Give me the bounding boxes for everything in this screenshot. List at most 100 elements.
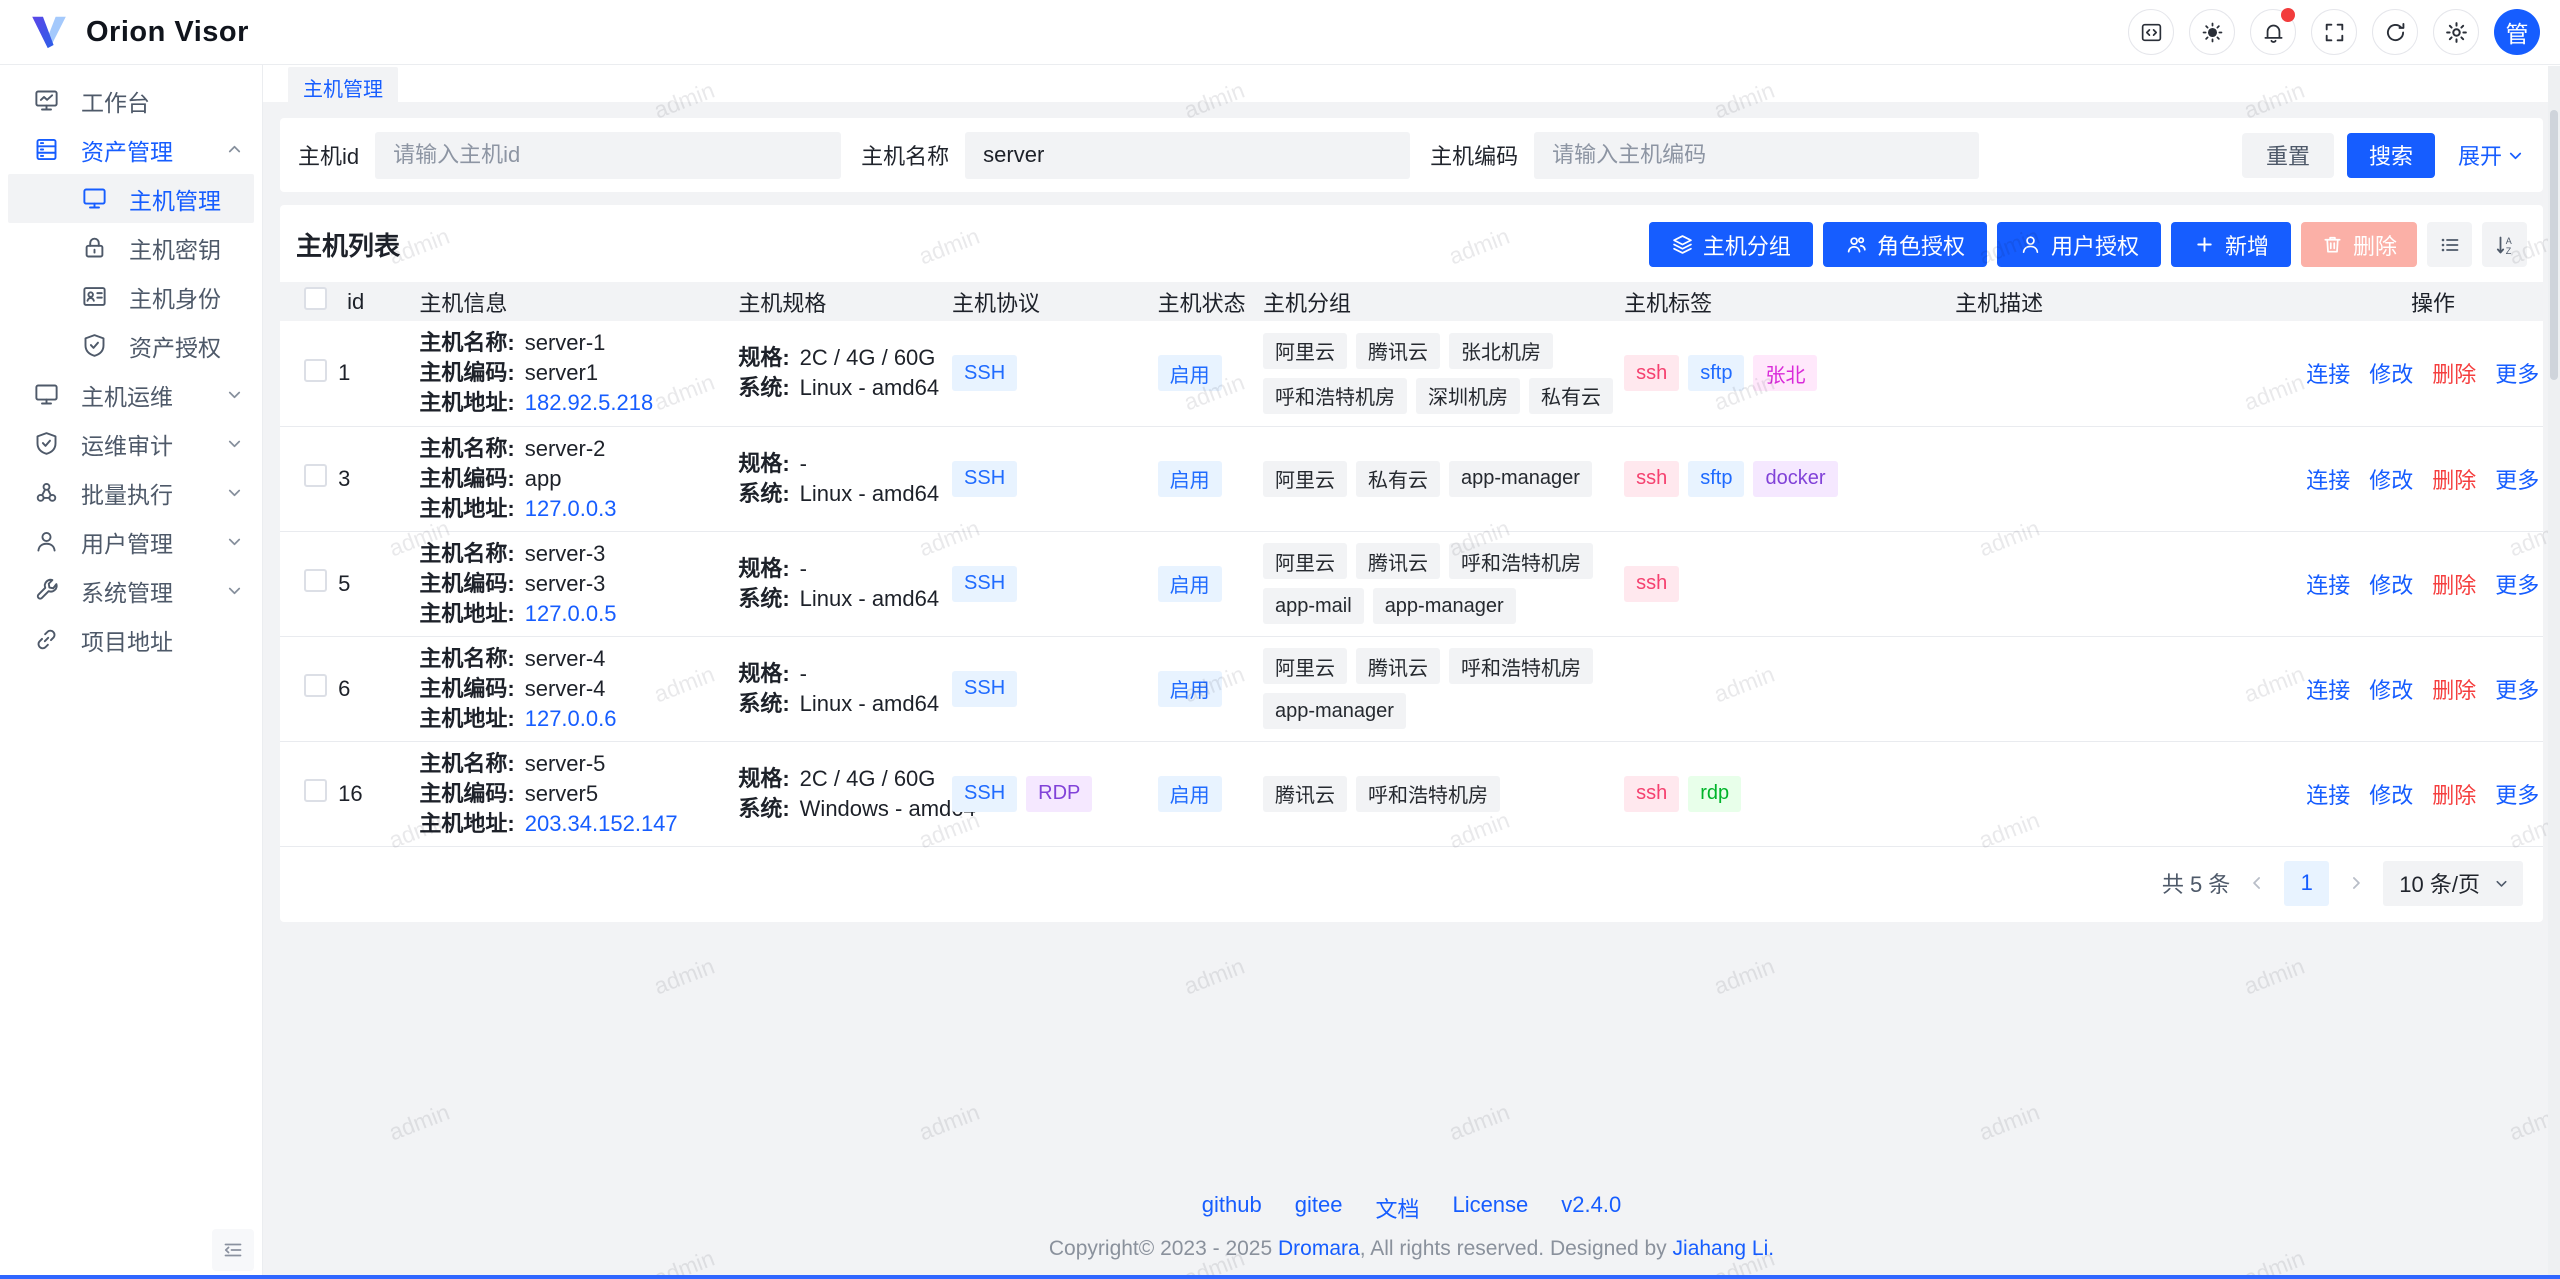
sidebar-item-batch-exec[interactable]: 批量执行: [8, 468, 254, 517]
cell-host-spec: 规格: - 系统: Linux - amd64: [721, 426, 953, 532]
sidebar-item-workbench[interactable]: 工作台: [8, 76, 254, 125]
fullscreen-button[interactable]: [2311, 9, 2357, 55]
row-checkbox[interactable]: [304, 358, 327, 382]
host-address-link[interactable]: 182.92.5.218: [524, 390, 654, 416]
host-id-input[interactable]: [375, 131, 842, 179]
host-name-input[interactable]: [965, 131, 1411, 179]
host-name-label: 主机名称:: [419, 540, 515, 566]
footer-link-docs[interactable]: 文档: [1375, 1197, 1420, 1222]
avatar[interactable]: 管: [2494, 9, 2540, 55]
column-header-description: 主机描述: [1955, 282, 2307, 321]
host-group-button[interactable]: 主机分组: [1648, 222, 1813, 267]
page-number[interactable]: 1: [2284, 860, 2330, 906]
user-grant-button[interactable]: 用户授权: [1996, 222, 2161, 267]
connect-action[interactable]: 连接: [2306, 677, 2351, 703]
asset-management-icon: [33, 136, 60, 163]
sidebar-item-host-ops[interactable]: 主机运维: [8, 370, 254, 419]
cell-groups: 阿里云 腾讯云 呼和浩特机房 app-mail app-manager: [1262, 531, 1625, 637]
add-button[interactable]: 新增: [2170, 222, 2291, 267]
delete-action[interactable]: 删除: [2432, 467, 2477, 493]
column-settings-button[interactable]: [2427, 222, 2472, 267]
footer-link-gitee[interactable]: gitee: [1294, 1192, 1343, 1217]
filter-host-name: 主机名称: [861, 131, 1411, 179]
edit-action[interactable]: 修改: [2369, 677, 2414, 703]
spec-label: 规格:: [738, 450, 790, 476]
add-label: 新增: [2224, 233, 2269, 259]
next-page-button[interactable]: [2346, 873, 2366, 893]
code-button[interactable]: [2128, 9, 2174, 55]
sidebar-item-host-identity[interactable]: 主机身份: [8, 272, 254, 321]
host-address-link[interactable]: 203.34.152.147: [524, 810, 678, 836]
footer-link-license[interactable]: License: [1452, 1192, 1529, 1217]
connect-action[interactable]: 连接: [2306, 467, 2351, 493]
cell-actions: 连接 修改 删除 更多: [2306, 426, 2543, 532]
delete-action[interactable]: 删除: [2432, 677, 2477, 703]
sidebar-item-project-url[interactable]: 项目地址: [8, 615, 254, 664]
sidebar-item-ops-audit[interactable]: 运维审计: [8, 419, 254, 468]
app-logo[interactable]: Orion Visor: [28, 13, 249, 51]
row-checkbox[interactable]: [304, 779, 327, 802]
more-action[interactable]: 更多: [2495, 782, 2540, 808]
notifications-button[interactable]: [2250, 8, 2296, 55]
notifications-bell-icon: [2261, 20, 2286, 45]
host-code-input[interactable]: [1534, 131, 1980, 179]
role-grant-button[interactable]: 角色授权: [1822, 222, 1987, 267]
bottom-accent-bar: [0, 1275, 2560, 1279]
sidebar-item-asset-management[interactable]: 资产管理: [8, 125, 254, 174]
monitor-icon: [33, 381, 60, 408]
settings-button[interactable]: [2433, 9, 2479, 55]
copyright-author-link[interactable]: Jiahang Li.: [1672, 1237, 1775, 1260]
sidebar-collapse-button[interactable]: [212, 1229, 254, 1271]
delete-action[interactable]: 删除: [2432, 572, 2477, 598]
cell-id: 5: [338, 531, 411, 637]
footer-link-version[interactable]: v2.4.0: [1561, 1192, 1622, 1217]
more-action[interactable]: 更多: [2495, 572, 2540, 598]
connect-action[interactable]: 连接: [2306, 782, 2351, 808]
role-grant-label: 角色授权: [1876, 233, 1965, 259]
copyright-brand-link[interactable]: Dromara: [1278, 1237, 1360, 1260]
search-button[interactable]: 搜索: [2346, 132, 2435, 178]
delete-action[interactable]: 删除: [2432, 362, 2477, 388]
sidebar-item-user-management[interactable]: 用户管理: [8, 517, 254, 566]
layers-icon: [1671, 233, 1694, 256]
sidebar-item-host-management[interactable]: 主机管理: [8, 174, 254, 223]
status-badge: 启用: [1157, 565, 1222, 602]
prev-page-button[interactable]: [2247, 873, 2267, 893]
refresh-button[interactable]: [2372, 9, 2418, 55]
page-size-select[interactable]: 10 条/页: [2383, 860, 2523, 906]
more-action[interactable]: 更多: [2495, 677, 2540, 703]
host-name-label: 主机名称:: [419, 750, 515, 776]
reset-button[interactable]: 重置: [2241, 132, 2334, 178]
host-name-value: server-5: [524, 750, 606, 776]
edit-action[interactable]: 修改: [2369, 782, 2414, 808]
footer-link-github[interactable]: github: [1201, 1192, 1262, 1217]
sidebar-item-host-keys[interactable]: 主机密钥: [8, 223, 254, 272]
host-address-link[interactable]: 127.0.0.6: [524, 705, 617, 731]
delete-button[interactable]: 删除: [2300, 222, 2417, 267]
connect-action[interactable]: 连接: [2306, 362, 2351, 388]
host-name-value: server-1: [524, 330, 606, 356]
table-row: 3 主机名称: server-2 主机编码: app 主机地址: 127.0.0.3 …: [280, 426, 2543, 532]
sort-button[interactable]: [2482, 222, 2527, 267]
row-checkbox[interactable]: [304, 569, 327, 592]
edit-action[interactable]: 修改: [2369, 572, 2414, 598]
cell-description: [1955, 426, 2307, 532]
edit-action[interactable]: 修改: [2369, 467, 2414, 493]
tab-host-management[interactable]: 主机管理: [288, 67, 398, 109]
more-action[interactable]: 更多: [2495, 467, 2540, 493]
select-all-checkbox[interactable]: [304, 287, 327, 310]
connect-action[interactable]: 连接: [2306, 572, 2351, 598]
edit-action[interactable]: 修改: [2369, 362, 2414, 388]
scrollbar-thumb[interactable]: [2550, 110, 2558, 380]
theme-button[interactable]: [2189, 9, 2235, 55]
more-action[interactable]: 更多: [2495, 362, 2540, 388]
row-checkbox[interactable]: [304, 674, 327, 697]
host-address-link[interactable]: 127.0.0.3: [524, 495, 617, 521]
expand-toggle[interactable]: 展开: [2458, 139, 2525, 171]
host-address-link[interactable]: 127.0.0.5: [524, 600, 617, 626]
sidebar-item-system-management[interactable]: 系统管理: [8, 566, 254, 615]
sidebar-item-asset-grant[interactable]: 资产授权: [8, 321, 254, 370]
group-tag: app-manager: [1262, 693, 1406, 729]
delete-action[interactable]: 删除: [2432, 782, 2477, 808]
row-checkbox[interactable]: [304, 464, 327, 487]
